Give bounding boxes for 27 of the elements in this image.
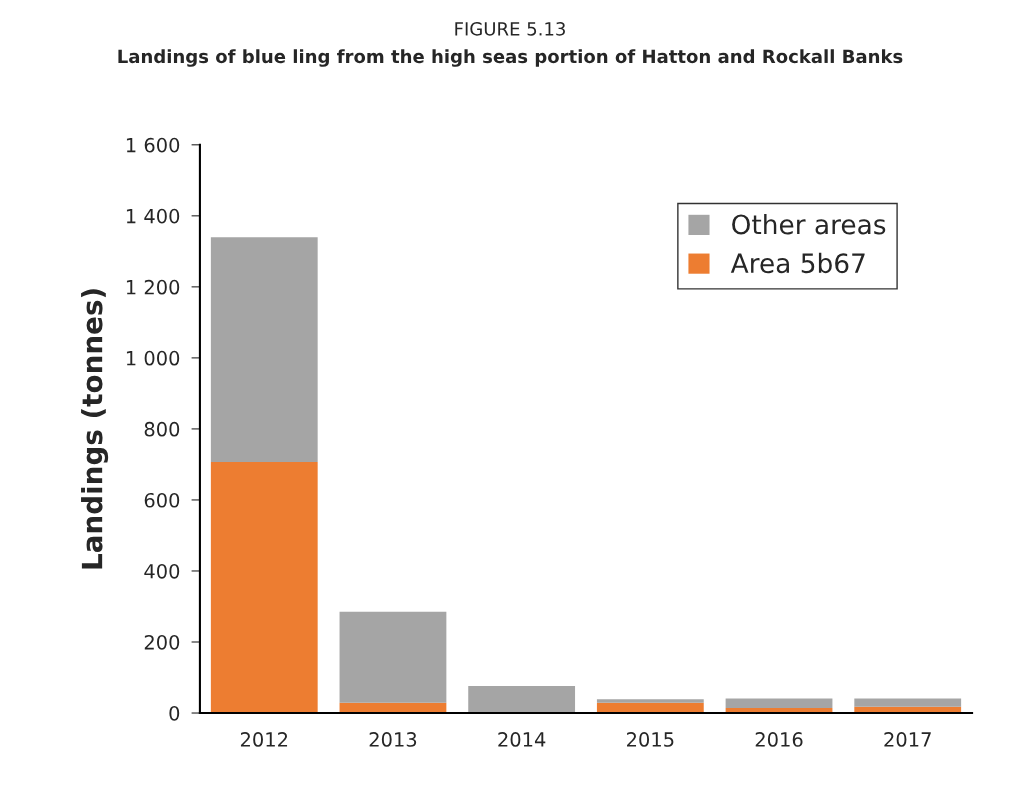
chart-title: FIGURE 5.13 — [455, 22, 565, 36]
x-tick-label: 2012 — [240, 732, 288, 747]
y-tick-label: 1 400 — [126, 208, 180, 224]
legend-label: Other areas — [732, 214, 886, 235]
y-tick-label: 800 — [144, 421, 180, 437]
y-tick-label: 600 — [144, 492, 180, 508]
y-tick-label: 1 600 — [126, 137, 180, 153]
x-tick-label: 2013 — [369, 732, 417, 747]
y-tick-label: 400 — [144, 563, 180, 579]
bar — [854, 698, 962, 707]
x-tick-label: 2015 — [627, 732, 674, 747]
bar — [596, 699, 704, 703]
bar — [468, 686, 576, 714]
y-tick-label: 0 — [169, 705, 180, 721]
y-tick-label: 1 000 — [126, 350, 180, 366]
bar — [210, 237, 318, 462]
chart-subtitle: Landings of blue ling from the high seas portion of Hatton and Rockall Banks — [118, 49, 903, 67]
bar — [339, 611, 447, 703]
bar — [725, 698, 833, 709]
x-tick-label: 2016 — [755, 732, 803, 747]
x-tick-label: 2014 — [498, 732, 546, 747]
y-tick-label: 200 — [144, 634, 180, 650]
bar — [210, 461, 318, 714]
legend-label: Area 5b67 — [730, 252, 865, 274]
x-tick-label: 2017 — [884, 732, 931, 747]
y-tick-label: 1 200 — [126, 279, 180, 295]
y-axis-title: Landings (tonnes) — [81, 289, 109, 569]
